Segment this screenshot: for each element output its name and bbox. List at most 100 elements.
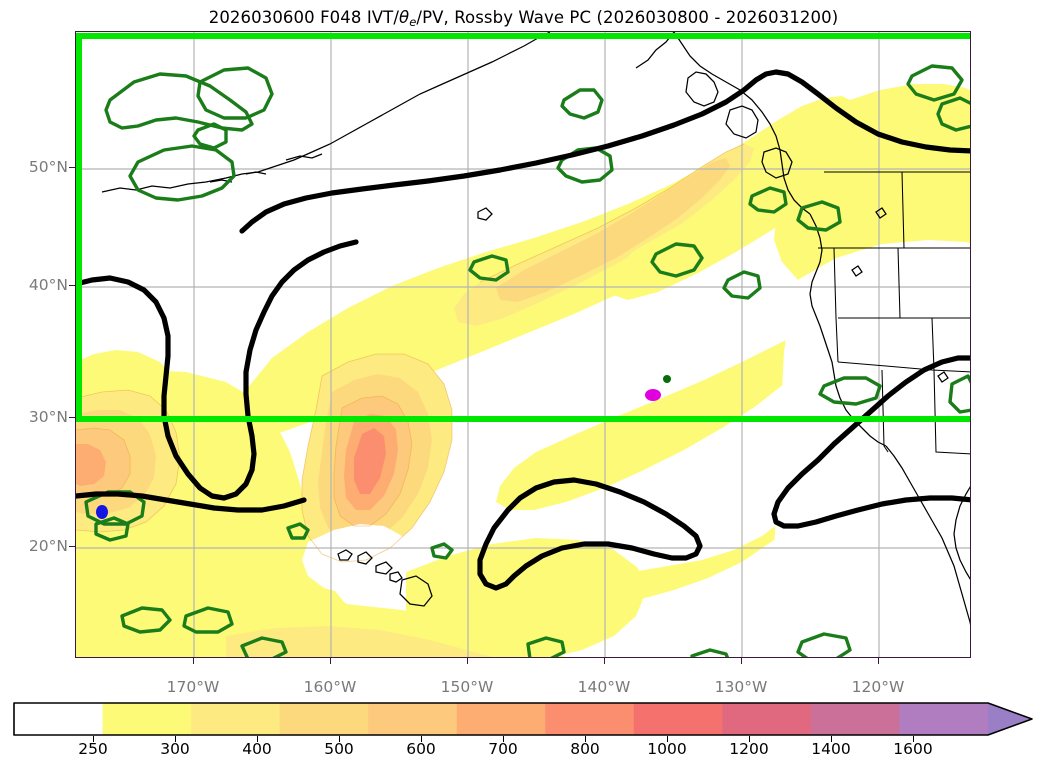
xtick-label-130w: 130°W — [714, 678, 768, 696]
cbtick-mark-1400 — [831, 736, 833, 742]
title-theta-subscript: e — [409, 15, 417, 29]
ytick-label-50: 50°N — [28, 158, 68, 176]
colorbar-swatch-1 — [102, 703, 192, 735]
theta-e-contour-hawaii-e — [430, 542, 454, 560]
pv-contour-west-trough-lower — [76, 491, 307, 513]
theta-e-contour-140w — [650, 242, 704, 278]
marker-blue[interactable] — [96, 505, 108, 519]
coastline-bc-islands — [685, 71, 793, 179]
cbtick-label-700: 700 — [488, 740, 518, 758]
point-markers[interactable] — [96, 375, 671, 519]
cbtick-label-1200: 1200 — [729, 740, 769, 758]
cbtick-label-600: 600 — [406, 740, 436, 758]
theta-e-contour-ne-corner-2 — [936, 96, 970, 132]
cbtick-label-1600: 1600 — [893, 740, 933, 758]
islands — [337, 207, 949, 607]
theta-e-contour-trop-2 — [182, 606, 234, 634]
ytick-mark-50 — [69, 167, 75, 169]
title-theta-symbol: θ — [399, 8, 410, 27]
theta-e-contour-trop-3 — [240, 636, 288, 657]
theta-e-contour-aleutian-1 — [104, 72, 254, 132]
cbtick-mark-1200 — [749, 736, 751, 742]
colorbar-swatch-10 — [899, 703, 989, 735]
ivt-hawaii-hole — [302, 524, 410, 594]
colorbar-outline — [13, 702, 1033, 736]
cbtick-label-250: 250 — [78, 740, 108, 758]
xtick-label-160w: 160°W — [303, 678, 357, 696]
title-window-open: (2026030800 — [596, 8, 709, 27]
theta-e-contour-trop-4 — [526, 636, 566, 657]
title-window-close: 2026031200) — [725, 8, 839, 27]
theta-e-contour-35n — [722, 270, 762, 300]
theta-e-contour-trop-6 — [796, 632, 852, 657]
colorbar[interactable] — [13, 702, 1034, 736]
pv-contour-west-trough — [76, 239, 359, 501]
marker-magenta[interactable] — [645, 389, 661, 401]
xtick-label-120w: 120°W — [851, 678, 905, 696]
theta-e-contours — [84, 64, 970, 657]
xtick-mark-160w — [330, 658, 332, 664]
cbtick-label-300: 300 — [160, 740, 190, 758]
pv-contour-main-jet — [239, 69, 970, 234]
xtick-label-170w: 170°W — [166, 678, 220, 696]
cbtick-mark-1600 — [913, 736, 915, 742]
theta-e-contour-ca-coast — [818, 376, 882, 406]
colorbar-swatch-2 — [191, 703, 281, 735]
cbtick-mark-1000 — [667, 736, 669, 742]
ivt-sw-600 — [76, 444, 106, 486]
cbtick-mark-400 — [257, 736, 259, 742]
marker-green-dot[interactable] — [663, 375, 671, 383]
title-lead: F048 — [320, 8, 362, 27]
pv-contour-east-ridge — [771, 355, 970, 529]
cbtick-label-1400: 1400 — [811, 740, 851, 758]
xtick-mark-150w — [467, 658, 469, 664]
cbtick-mark-500 — [339, 736, 341, 742]
colorbar-swatch-8 — [722, 703, 812, 735]
colorbar-swatch-6 — [545, 703, 635, 735]
theta-e-contour-ne-corner — [906, 64, 964, 102]
cbtick-mark-250 — [93, 736, 95, 742]
ivt-central-700 — [354, 428, 386, 494]
colorbar-extend-arrow — [988, 703, 1032, 735]
ivt-filled-contours — [76, 84, 970, 657]
admin-borders — [818, 171, 970, 455]
pv-contours — [76, 69, 970, 591]
colorbar-swatch-5 — [456, 703, 546, 735]
ivt-inland-white — [772, 240, 970, 657]
colorbar-swatch-7 — [633, 703, 723, 735]
colorbar-canvas[interactable] — [13, 702, 1034, 736]
map-axes[interactable] — [75, 31, 971, 658]
xtick-mark-130w — [741, 658, 743, 664]
title-fields-pre: IVT/ — [366, 8, 400, 27]
theta-e-contour-pnw — [796, 200, 842, 232]
page-title: 2026030600 F048 IVT/θe/PV, Rossby Wave P… — [0, 8, 1047, 29]
xtick-label-140w: 140°W — [577, 678, 631, 696]
colorbar-swatch-9 — [810, 703, 901, 735]
rossby-wave-pc-box[interactable] — [76, 33, 971, 422]
title-fields-post: /PV, Rossby Wave PC — [416, 8, 592, 27]
ytick-label-40: 40°N — [28, 276, 68, 294]
theta-e-contour-trop-5 — [690, 648, 730, 657]
xtick-mark-170w — [193, 658, 195, 664]
pv-contour-closed-low — [477, 477, 703, 591]
cbtick-label-1000: 1000 — [647, 740, 687, 758]
title-init-time: 2026030600 — [208, 8, 315, 27]
map-canvas[interactable] — [76, 32, 971, 658]
xtick-mark-140w — [604, 658, 606, 664]
xtick-label-150w: 150°W — [440, 678, 494, 696]
ivt-bottom-300 — [226, 626, 493, 657]
cbtick-mark-800 — [585, 736, 587, 742]
theta-e-contour-aleutian-2 — [196, 66, 274, 120]
colorbar-swatches — [14, 703, 1032, 735]
theta-e-contour-idaho — [948, 374, 970, 414]
cbtick-mark-700 — [503, 736, 505, 742]
colorbar-swatch-4 — [368, 703, 458, 735]
coastline-baja — [885, 445, 970, 626]
cbtick-label-400: 400 — [242, 740, 272, 758]
theta-e-contour-aleutian-3 — [128, 144, 236, 202]
ytick-label-20: 20°N — [28, 537, 68, 555]
coastline-aleutians — [101, 32, 551, 193]
theta-e-contour-40n — [468, 254, 510, 282]
cbtick-label-500: 500 — [324, 740, 354, 758]
